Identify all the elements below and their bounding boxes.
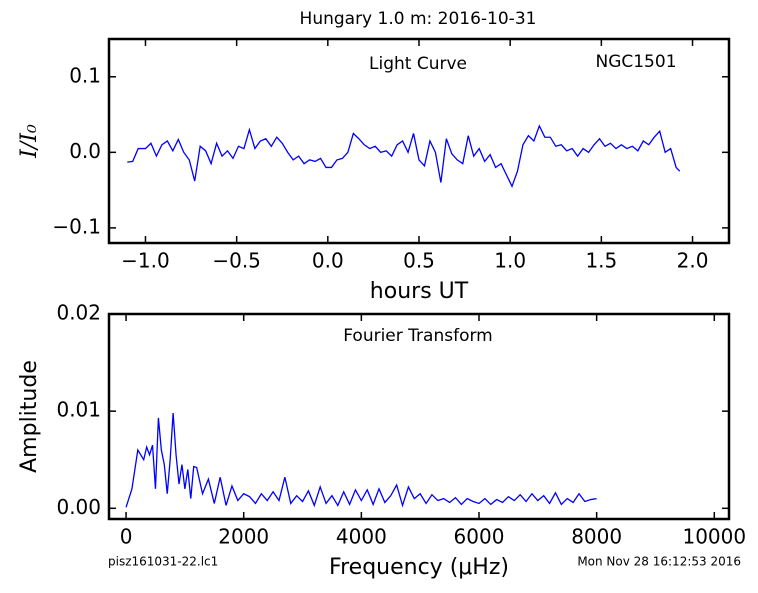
x-tick-label: 10000	[682, 525, 746, 549]
timestamp: Mon Nov 28 16:12:53 2016	[577, 555, 741, 569]
annotation: Fourier Transform	[343, 326, 492, 346]
x-tick-label: 0.5	[403, 249, 435, 273]
data-line	[125, 413, 597, 508]
x-axis-label: Frequency (μHz)	[329, 555, 509, 580]
x-tick-label: 0	[120, 525, 133, 549]
x-tick-label: 4000	[336, 525, 387, 549]
annotation: Light Curve	[369, 54, 467, 74]
x-tick-label: 6000	[454, 525, 505, 549]
y-tick-label: 0.02	[56, 301, 101, 325]
y-tick-label: 0.1	[69, 63, 101, 87]
x-axis-label: hours UT	[370, 279, 469, 304]
file-name: pisz161031-22.lc1	[108, 555, 218, 569]
plot-frame	[107, 37, 731, 245]
y-tick-label: 0.01	[56, 398, 101, 422]
y-axis-label: I/I₀	[17, 124, 42, 159]
x-tick-label: 1.0	[494, 249, 526, 273]
x-tick-label: 2.0	[677, 249, 709, 273]
data-line	[127, 124, 681, 189]
y-tick-label: 0.0	[69, 139, 101, 163]
x-tick-label: 8000	[571, 525, 622, 549]
x-tick-label: 1.5	[585, 249, 617, 273]
annotation: NGC1501	[595, 52, 676, 72]
x-tick-label: 0.0	[312, 249, 344, 273]
y-tick-label: −0.1	[52, 214, 101, 238]
plot-frame	[107, 312, 731, 521]
x-tick-label: 2000	[218, 525, 269, 549]
y-axis-label: Amplitude	[17, 360, 42, 473]
y-tick-label: 0.00	[56, 495, 101, 519]
x-tick-label: −1.0	[121, 249, 170, 273]
x-tick-label: −0.5	[212, 249, 261, 273]
figure-title: Hungary 1.0 m: 2016-10-31	[300, 9, 537, 29]
